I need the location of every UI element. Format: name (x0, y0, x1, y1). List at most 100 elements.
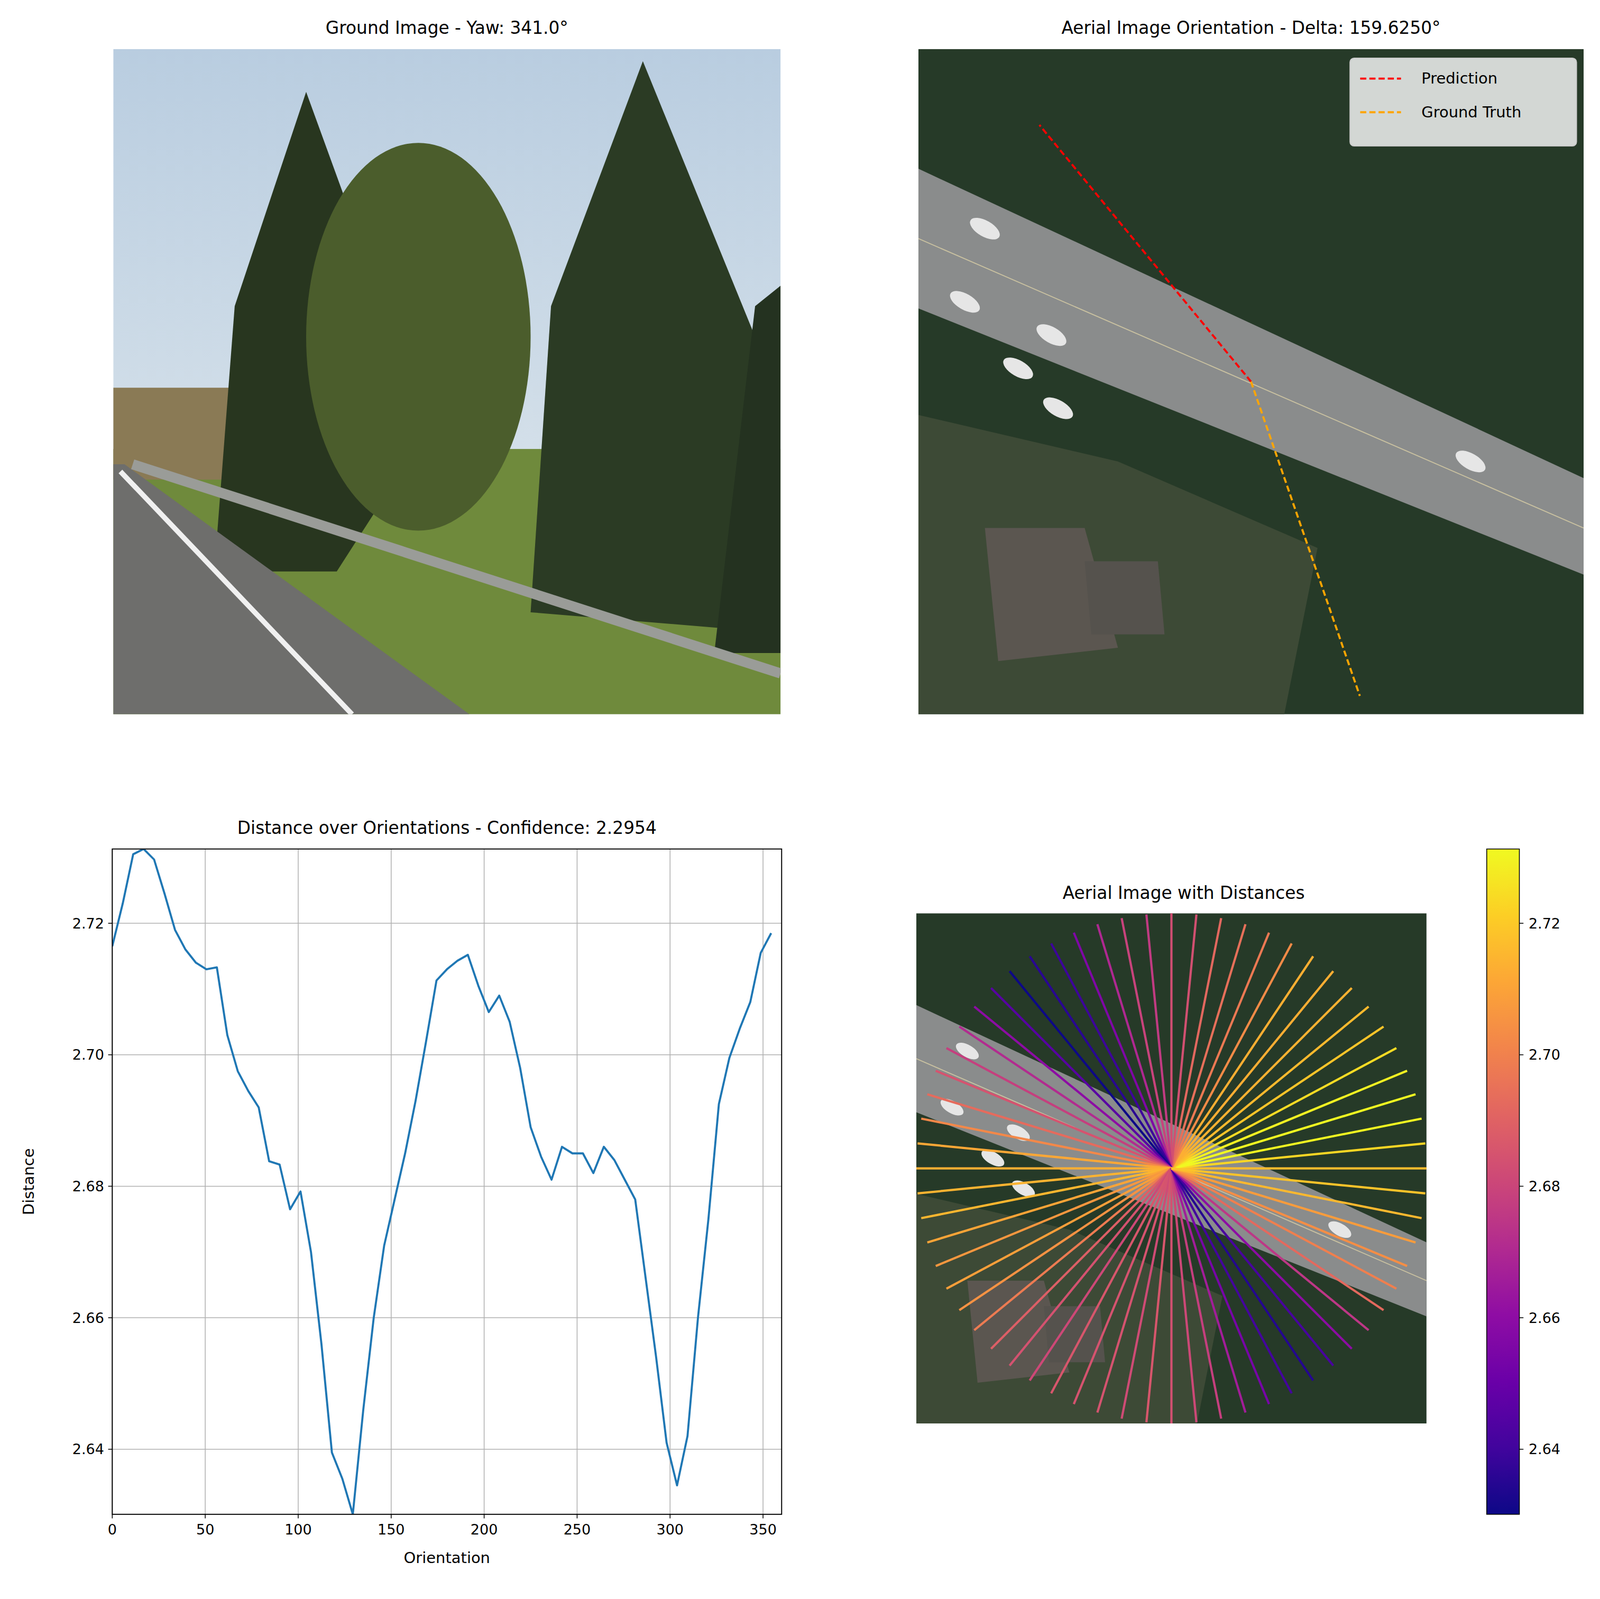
tick (112, 1514, 114, 1519)
ray (974, 1168, 1172, 1331)
grid-line (576, 849, 578, 1515)
grid-line (112, 1317, 782, 1319)
ray (1171, 1168, 1369, 1331)
frame (112, 849, 782, 1515)
tick (1519, 1317, 1524, 1319)
legend-box (1349, 58, 1577, 146)
ray (1171, 1168, 1425, 1194)
ray (1171, 1168, 1422, 1219)
aerial-image (918, 49, 1584, 715)
tick-label: 250 (563, 1521, 592, 1538)
tick (108, 1317, 113, 1319)
tick (576, 1514, 578, 1519)
ground-image (113, 49, 781, 715)
ray (1171, 932, 1270, 1169)
ray (1171, 1168, 1313, 1381)
rays (916, 913, 1427, 1424)
far-trees (113, 387, 235, 480)
line (112, 849, 771, 1515)
figure: Ground Image - Yaw: 341.0° Aerial Image O… (0, 0, 1600, 1599)
car (999, 353, 1037, 384)
axis-label: Distance (19, 1147, 38, 1216)
ray (1171, 914, 1197, 1169)
ray (1171, 1167, 1427, 1170)
tick (1519, 1185, 1524, 1188)
tick-label: 300 (656, 1521, 684, 1538)
ray (1170, 913, 1173, 1169)
tick (762, 1514, 764, 1519)
ray (1146, 1168, 1172, 1423)
ray (1171, 1006, 1369, 1169)
ray (935, 1070, 1172, 1169)
tick-label: 350 (749, 1521, 777, 1538)
grid-line (112, 1185, 782, 1188)
tick-label: 2.72 (72, 915, 105, 932)
ray (1171, 1168, 1408, 1267)
house (1084, 561, 1165, 634)
tick-label: 100 (284, 1521, 312, 1538)
tick (1519, 1054, 1524, 1056)
grid-line (669, 849, 671, 1515)
tick (483, 1514, 485, 1519)
title: Aerial Image Orientation - Delta: 159.62… (1061, 17, 1441, 39)
forest (918, 49, 1584, 715)
ray (1121, 1168, 1172, 1419)
car (966, 213, 1004, 245)
road-marking (120, 471, 353, 715)
road (918, 168, 1584, 575)
title: Ground Image - Yaw: 341.0° (325, 17, 569, 39)
legend-label: Ground Truth (1421, 103, 1522, 122)
legend-label: Prediction (1421, 69, 1498, 88)
forest (916, 913, 1427, 1424)
ray (1170, 1168, 1173, 1424)
plot-area (112, 849, 771, 1515)
car (1039, 392, 1077, 424)
legend-swatch (1359, 77, 1401, 80)
title: Distance over Orientations - Confidence:… (237, 817, 657, 839)
ray (916, 1167, 1172, 1170)
tick-label: 2.72 (1528, 915, 1561, 932)
tick-label: 0 (107, 1521, 117, 1538)
tick-label: 50 (196, 1521, 215, 1538)
tick (204, 1514, 206, 1519)
car (1033, 319, 1071, 351)
ray (1051, 943, 1172, 1169)
grid-line (297, 849, 299, 1515)
aerial-image (916, 913, 1427, 1424)
legend-swatch (1359, 111, 1401, 114)
grid-line (112, 922, 782, 924)
ray (1009, 971, 1172, 1169)
ray (974, 1006, 1172, 1169)
ray (1171, 1026, 1384, 1169)
grid (112, 849, 782, 1515)
tick-label: 2.68 (72, 1178, 105, 1195)
ray (1073, 1168, 1172, 1405)
tick (1519, 922, 1524, 924)
tick-label: 2.66 (1528, 1309, 1561, 1327)
tick-label: 2.64 (72, 1440, 105, 1458)
grid-line (112, 1054, 782, 1056)
ray (921, 1118, 1172, 1169)
grid-line (204, 849, 206, 1515)
axis-label: Orientation (403, 1548, 491, 1567)
grid-line (483, 849, 485, 1515)
tick-label: 2.68 (1528, 1178, 1561, 1195)
tick-label: 2.64 (1528, 1440, 1561, 1458)
tick (108, 1185, 113, 1188)
tick-label: 2.66 (72, 1309, 105, 1327)
tick (669, 1514, 671, 1519)
tick-label: 200 (470, 1521, 499, 1538)
sky (113, 49, 781, 715)
tick-label: 150 (377, 1521, 406, 1538)
ray (1171, 1168, 1333, 1366)
ray (959, 1168, 1172, 1311)
tick-label: 2.70 (1528, 1046, 1561, 1063)
tree (714, 285, 781, 654)
tick-label: 2.70 (72, 1046, 105, 1063)
road (113, 464, 470, 715)
colorbar (1486, 849, 1520, 1515)
tick (108, 922, 113, 924)
ray (1029, 955, 1172, 1169)
title: Aerial Image with Distances (1062, 883, 1305, 904)
ray (917, 1143, 1172, 1169)
